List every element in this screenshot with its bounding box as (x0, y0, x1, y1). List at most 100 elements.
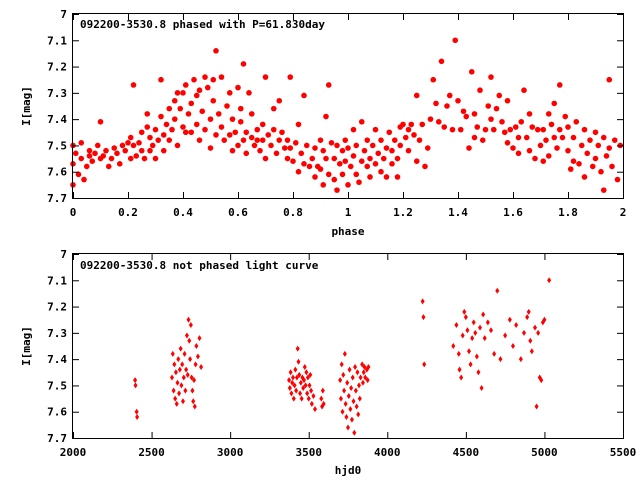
phased-data-point (147, 134, 153, 141)
light-curve-data-point (347, 366, 352, 373)
phased-data-point (339, 171, 346, 178)
phased-data-point (103, 147, 109, 154)
phased-data-point (523, 134, 530, 141)
light-curve-data-point (199, 364, 204, 371)
phased-data-point (149, 142, 156, 149)
phased-data-point (180, 90, 186, 96)
phased-data-point (301, 92, 307, 99)
phased-data-point (540, 126, 547, 133)
phased-data-point (378, 137, 384, 143)
light-curve-data-point (353, 387, 358, 394)
phased-data-point (226, 132, 233, 138)
light-curve-data-point (192, 403, 197, 410)
y-tick-label: 7.2 (47, 301, 67, 314)
phased-data-point (457, 126, 464, 133)
phased-data-point (614, 176, 621, 183)
phased-data-point (556, 126, 563, 133)
phased-data-point (309, 155, 316, 162)
phased-data-point (229, 147, 236, 154)
phased-data-point (369, 142, 376, 149)
phased-data-point (174, 90, 181, 96)
phased-data-point (589, 163, 596, 170)
phased-plot: 0 0.2 0.4 0.6 0.8 1 1.2 1.4 1.6 1.8 2 7 7.1 7.2 7.3 7.4… (20, 8, 626, 238)
phased-data-point (232, 129, 239, 136)
x-tick-label: 0.4 (173, 206, 193, 219)
light-curve-data-point (188, 356, 193, 363)
phased-data-point (210, 76, 217, 83)
light-curve-data-point (320, 387, 325, 394)
phased-data-point (400, 121, 406, 128)
light-curve-data-point (173, 369, 178, 376)
light-curve-data-point (352, 429, 357, 436)
phased-data-point (259, 121, 266, 128)
phased-data-point (114, 150, 120, 157)
light-curve-data-point (456, 350, 461, 357)
phased-data-point (105, 163, 112, 170)
phased-data-point (312, 174, 318, 180)
phased-data-point (493, 105, 500, 112)
phased-data-point (169, 126, 175, 133)
phased-data-point (320, 147, 327, 154)
phased-data-point (358, 158, 365, 164)
phased-data-point (534, 126, 541, 133)
phased-data-point (427, 116, 434, 122)
phased-data-point (394, 155, 401, 162)
light-curve-data-point (529, 348, 534, 355)
phased-data-point (372, 126, 379, 133)
light-curve-data-point (503, 332, 508, 339)
phased-data-point (600, 187, 607, 193)
phased-data-point (570, 158, 577, 164)
phased-data-point (196, 87, 203, 94)
phased-data-point (144, 111, 151, 117)
phased-data-point (402, 134, 409, 141)
light-curve-data-point (176, 356, 181, 363)
light-curve-data-points (133, 277, 552, 436)
phased-data-point (446, 92, 453, 99)
light-curve-data-point (346, 424, 350, 431)
light-curve-data-point (360, 361, 365, 368)
phased-data-point (158, 76, 164, 83)
phased-data-point (501, 129, 508, 136)
light-curve-data-point (474, 353, 479, 360)
phased-data-point (248, 134, 255, 141)
phased-data-point (125, 140, 131, 146)
phased-data-point (306, 163, 313, 170)
phased-data-point (287, 145, 294, 151)
phased-data-point (455, 97, 461, 104)
phased-data-point (515, 150, 522, 157)
phased-data-point (529, 124, 536, 130)
phased-data-point (364, 137, 371, 143)
phased-data-point (334, 142, 340, 149)
phased-data-point (479, 137, 486, 143)
phased-data-point (243, 129, 250, 136)
light-curve-data-point (468, 361, 473, 368)
phased-data-point (389, 161, 395, 167)
light-curve-data-point (177, 390, 182, 397)
phased-data-point (160, 147, 167, 154)
phased-data-point (166, 137, 173, 143)
phased-data-point (251, 142, 258, 149)
light-curve-data-point (511, 343, 515, 349)
phased-data-point (218, 74, 225, 80)
phased-data-point (609, 163, 615, 170)
light-curve-data-point (291, 395, 296, 402)
phased-data-point (193, 121, 200, 128)
light-curve-data-point (307, 382, 312, 389)
y-tick-label: 7.3 (47, 87, 67, 100)
phased-data-point (257, 147, 263, 154)
light-curve-data-point (479, 385, 484, 392)
phased-data-point (237, 105, 244, 112)
phased-data-point (213, 48, 219, 54)
phased-plot-title: 092200-3530.8 phased with P=61.830day (80, 18, 325, 31)
phased-data-point (160, 132, 167, 138)
light-curve-data-point (302, 377, 306, 384)
phased-data-point (229, 116, 236, 122)
light-curve-data-point (470, 335, 475, 342)
phased-data-point (565, 147, 571, 154)
x-tick-label: 0.8 (283, 206, 303, 219)
x-tick-label: 4000 (374, 446, 401, 459)
light-curve-data-point (492, 350, 497, 357)
phased-data-point (218, 124, 225, 130)
phased-data-point (515, 134, 522, 141)
